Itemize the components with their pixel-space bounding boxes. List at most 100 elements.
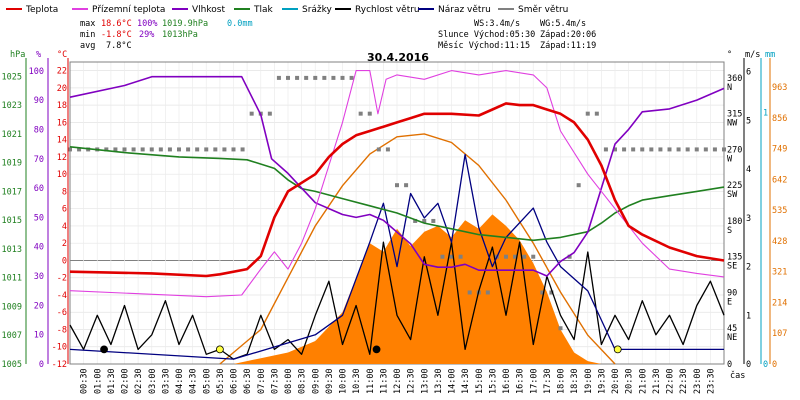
x-tick-label: 16:30 [516,368,526,394]
axis-unit: mm [765,50,775,60]
x-tick-label: 04:30 [189,368,199,394]
wind-direction-point [649,147,654,152]
wm2-axis-tick: 963 [772,83,787,93]
wind-direction-point [722,147,726,152]
degc-axis-tick: -6 [57,308,67,318]
hpa-axis-tick: 1021 [2,130,22,140]
pct-axis-tick: 30 [34,272,44,282]
stat-min-temp: -1.8°C [101,30,132,40]
ms-axis-tick: 3 [746,214,751,224]
wind-direction-point [140,147,145,152]
hpa-axis-tick: 1005 [2,360,22,370]
series-line-p-zemn-teplota [69,70,725,298]
axis-unit: m/s [745,50,760,60]
wind-direction-point [385,147,390,152]
x-tick-label: 02:00 [121,368,131,394]
mm-axis-tick: 0 [763,360,768,370]
info-wg: WG:5.4m/s [540,19,586,29]
wind-direction-point [558,326,563,331]
wind-direction-point [531,254,536,259]
deg-axis-tick-dir: NE [727,333,737,343]
pct-axis-tick: 0 [39,360,44,370]
x-tick-label: 19:30 [597,368,607,394]
x-tick-label: 17:30 [543,368,553,394]
wind-direction-point [467,290,472,295]
degc-axis-tick: -10 [52,343,67,353]
x-tick-label: 10:00 [339,368,349,394]
x-tick-label: 13:00 [420,368,430,394]
pct-axis-tick: 40 [34,243,44,253]
sun-moon-marker [100,345,108,354]
stat-avg-temp: 7.8°C [106,41,132,51]
legend-label: Teplota [25,5,58,15]
wind-direction-point [676,147,681,152]
wind-direction-point [295,75,300,80]
wm2-axis-tick: 0 [772,360,777,370]
x-tick-label: 17:00 [529,368,539,394]
wind-direction-point [322,75,327,80]
legend-label: Tlak [253,5,274,15]
wind-direction-point [68,147,72,152]
deg-axis-tick-dir: NW [727,119,738,129]
series-line-n-raz-v-tru [69,153,724,360]
wind-direction-point [304,75,309,80]
deg-axis-tick: 0 [727,360,732,370]
wind-direction-point [240,147,245,152]
wind-direction-point [658,147,663,152]
wind-direction-point [213,147,218,152]
x-tick-label: 23:30 [706,368,716,394]
wind-direction-point [249,111,254,116]
x-tick-label: 15:00 [475,368,485,394]
deg-axis-tick-dir: W [727,154,733,164]
x-tick-label: 18:00 [557,368,567,394]
radiation-area [233,214,602,364]
chart-title: 30.4.2016 [367,51,429,64]
x-tick-label: 19:00 [584,368,594,394]
degc-axis-tick: 0 [62,256,67,266]
deg-axis-tick-dir: N [727,83,732,93]
x-tick-label: 13:30 [434,368,444,394]
x-tick-label: 01:30 [107,368,117,394]
wind-direction-point [440,254,445,259]
wm2-axis-tick: 749 [772,145,787,155]
wind-direction-point [622,147,627,152]
wm2-axis-tick: 535 [772,206,787,216]
degc-axis-tick: 18 [57,101,67,111]
wind-direction-point [222,147,227,152]
deg-axis-tick: 270 [727,145,742,155]
degc-axis-tick: 4 [62,222,67,232]
stat-min-press: 1013hPa [162,30,198,40]
hpa-axis-tick: 1025 [2,72,22,82]
wind-direction-point [376,147,381,152]
deg-axis-tick-dir: E [727,297,732,307]
stat-avg-label: avg [80,41,95,51]
wind-direction-point [286,75,290,80]
x-tick-label: 11:30 [379,368,389,394]
wind-direction-point [413,218,418,223]
pct-axis-tick: 20 [34,301,44,311]
x-tick-label: 05:30 [216,368,226,394]
deg-axis-tick-dir: S [727,226,732,236]
degc-axis-tick: -2 [57,274,67,284]
wind-direction-point [276,75,281,80]
x-tick-label: 12:30 [407,368,417,394]
wind-direction-point [576,183,581,188]
x-tick-label: 21:00 [638,368,648,394]
ms-axis-tick: 0 [746,360,751,370]
wind-direction-point [313,75,318,80]
deg-axis-tick: 45 [727,324,737,334]
wind-direction-point [158,147,163,152]
theoretical-radiation-line [219,133,616,365]
pct-axis-tick: 60 [34,184,44,194]
x-tick-label: 12:00 [393,368,403,394]
wind-direction-point [504,254,508,259]
hpa-axis-tick: 1023 [2,101,22,111]
stat-max-press: 1019.9hPa [162,19,208,29]
deg-axis-tick: 225 [727,181,742,191]
wind-direction-point [585,111,590,116]
wind-direction-point [513,254,518,259]
sun-moon-marker [613,345,622,354]
wind-direction-point [177,147,181,152]
hpa-axis-tick: 1013 [2,245,22,255]
degc-axis-tick: 16 [57,118,67,128]
